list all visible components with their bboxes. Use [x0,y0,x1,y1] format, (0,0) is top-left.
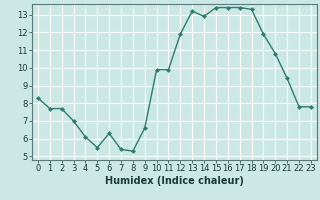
X-axis label: Humidex (Indice chaleur): Humidex (Indice chaleur) [105,176,244,186]
